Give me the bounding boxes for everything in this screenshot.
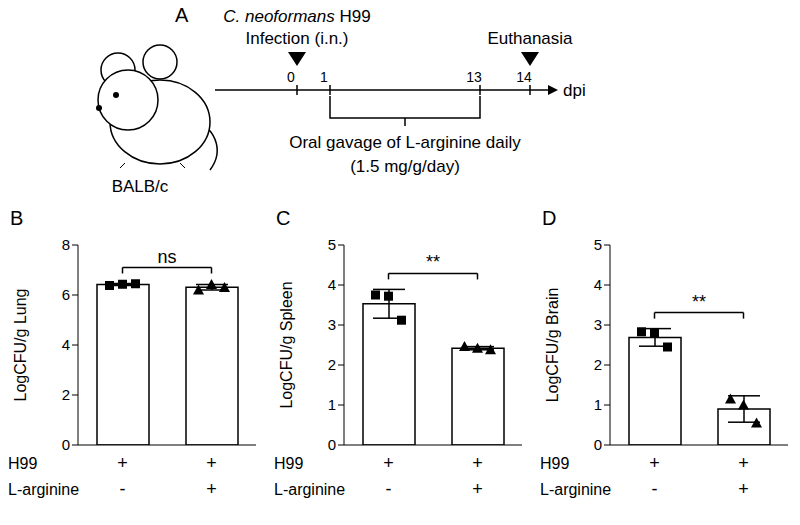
svg-text:Euthanasia: Euthanasia	[487, 29, 573, 48]
svg-text:+: +	[738, 479, 749, 499]
svg-text:+: +	[472, 479, 483, 499]
svg-text:+: +	[649, 453, 660, 473]
html-text:D: D	[542, 207, 557, 229]
svg-text:1: 1	[320, 69, 328, 85]
svg-text:+: +	[117, 453, 128, 473]
svg-text:dpi: dpi	[563, 81, 586, 100]
svg-text:LogCFU/g Brain: LogCFU/g Brain	[544, 288, 561, 403]
html-text:B: B	[10, 207, 24, 229]
svg-text:**: **	[426, 252, 440, 272]
svg-text:(1.5 mg/g/day): (1.5 mg/g/day)	[350, 157, 460, 176]
svg-text:2: 2	[62, 386, 70, 403]
svg-text:0: 0	[62, 436, 70, 453]
svg-text:2: 2	[328, 356, 336, 373]
svg-text:+: +	[383, 453, 394, 473]
svg-text:0: 0	[287, 69, 295, 85]
svg-text:-: -	[652, 479, 658, 499]
svg-text:2: 2	[594, 356, 602, 373]
svg-text:-: -	[386, 479, 392, 499]
svg-text:+: +	[472, 453, 483, 473]
svg-text:5: 5	[594, 236, 602, 253]
svg-text:6: 6	[62, 286, 70, 303]
svg-text:+: +	[206, 479, 217, 499]
svg-text:H99: H99	[540, 455, 569, 472]
svg-text:ns: ns	[157, 247, 176, 267]
svg-text:C. neoformans H99: C. neoformans H99	[223, 7, 370, 26]
svg-text:**: **	[692, 292, 706, 312]
svg-text:5: 5	[328, 236, 336, 253]
svg-text:H99: H99	[8, 455, 37, 472]
html-text:C: C	[276, 207, 291, 229]
svg-text:A: A	[175, 4, 189, 26]
svg-text:13: 13	[466, 69, 482, 85]
svg-text:LogCFU/g Spleen: LogCFU/g Spleen	[278, 281, 295, 408]
svg-text:+: +	[206, 453, 217, 473]
svg-text:14: 14	[516, 69, 532, 85]
svg-text:L-arginine: L-arginine	[540, 481, 611, 498]
svg-text:0: 0	[594, 436, 602, 453]
svg-text:LogCFU/g Lung: LogCFU/g Lung	[12, 289, 29, 402]
svg-text:4: 4	[594, 276, 602, 293]
svg-text:8: 8	[62, 236, 70, 253]
svg-text:Infection (i.n.): Infection (i.n.)	[246, 29, 349, 48]
svg-text:1: 1	[328, 396, 336, 413]
svg-text:1: 1	[594, 396, 602, 413]
svg-text:3: 3	[328, 316, 336, 333]
svg-text:3: 3	[594, 316, 602, 333]
svg-text:L-arginine: L-arginine	[8, 481, 79, 498]
svg-text:Oral gavage of L-arginine dail: Oral gavage of L-arginine daily	[289, 133, 521, 152]
svg-text:BALB/c: BALB/c	[112, 177, 169, 196]
svg-text:L-arginine: L-arginine	[274, 481, 345, 498]
svg-text:4: 4	[328, 276, 336, 293]
svg-text:4: 4	[62, 336, 70, 353]
svg-text:0: 0	[328, 436, 336, 453]
svg-text:H99: H99	[274, 455, 303, 472]
svg-text:-: -	[120, 479, 126, 499]
svg-text:+: +	[738, 453, 749, 473]
